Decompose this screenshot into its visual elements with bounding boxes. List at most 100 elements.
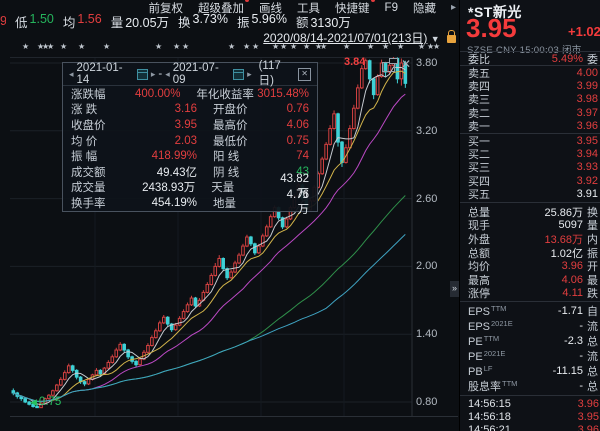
row-value: 3.97: [576, 106, 598, 119]
clipped-stat-text: 9: [0, 14, 6, 28]
range-stats-body: 涨跌幅 400.00% 年化收益率 3015.48% 涨 跌 3.16 开盘价 0.76 收盘价…: [63, 86, 317, 216]
calendar-icon[interactable]: [233, 68, 245, 80]
bid-level-row[interactable]: 买三 3.93: [460, 161, 600, 174]
stat-value: 4.06: [286, 118, 309, 131]
last-price: 3.95: [466, 13, 517, 43]
event-star-icon[interactable]: ★: [182, 42, 190, 51]
menu-item[interactable]: 隐藏: [412, 2, 436, 15]
ask-level-row[interactable]: 卖二 3.97: [460, 106, 600, 120]
event-star-icon[interactable]: ★: [228, 42, 236, 51]
stat-label: 最低价: [213, 135, 248, 148]
event-star-icon[interactable]: ★: [37, 42, 45, 51]
event-star-icon[interactable]: ★: [78, 42, 86, 51]
ask-level-row[interactable]: 卖三 3.98: [460, 93, 600, 106]
tick-trade-row[interactable]: 14:56:21 3.96: [460, 423, 600, 431]
event-star-icon[interactable]: ★: [303, 42, 311, 51]
clipped-column-label: 最: [587, 274, 598, 287]
prev-date-arrow-icon[interactable]: ◂: [69, 68, 74, 79]
weibi-row: 委比 5.49% 委: [460, 52, 600, 66]
ask-level-row[interactable]: 卖四 3.99: [460, 79, 600, 93]
price-change: +1.02: [568, 24, 600, 39]
row-label: 卖五: [468, 67, 490, 80]
event-star-icon[interactable]: ★: [272, 42, 280, 51]
tick-trade-row[interactable]: 14:56:15 3.96: [460, 397, 600, 410]
next-date-arrow-icon[interactable]: ▸: [247, 68, 252, 79]
ma-line-80: [13, 234, 406, 402]
menu-item[interactable]: 画线: [259, 2, 283, 15]
event-star-icon[interactable]: ★: [315, 42, 323, 51]
menu-overflow-icon[interactable]: ▸: [450, 2, 456, 13]
menu-item[interactable]: 超级叠加: [198, 0, 250, 16]
event-star-icon[interactable]: ★: [343, 42, 351, 51]
date-range-selector[interactable]: 2020/08/14-2021/07/01(213日): [263, 31, 428, 45]
candlestick-chart[interactable]: 3.84 ✕ ◀ 0.75 ◂ 2021-01-14 ▸ - ◂ 2021-07-…: [0, 56, 458, 417]
ma-line-10: [13, 70, 406, 402]
stat-value: 418.99%: [151, 150, 197, 163]
tick-trade-row[interactable]: 14:56:18 3.95: [460, 410, 600, 423]
session-stats: 总量 25.86万换现手 5097 量外盘 13.68万内总额 1.02亿振均价 3.96 开…: [460, 205, 600, 301]
stat-label: 换手率: [71, 197, 106, 210]
event-star-icon[interactable]: ★: [243, 42, 251, 51]
label-superscript: TTM: [483, 333, 500, 343]
event-star-icon[interactable]: ★: [397, 42, 405, 51]
range-end-date[interactable]: 2021-07-09: [172, 62, 219, 86]
event-star-icon[interactable]: ★: [60, 42, 68, 51]
stat-value: 3015.48%: [257, 87, 309, 100]
date-range-bar: 2020/08/14-2021/07/01(213日) ▼: [0, 29, 456, 45]
restore-window-icon[interactable]: [382, 58, 398, 72]
event-star-icon[interactable]: ★: [290, 42, 298, 51]
menu-item[interactable]: 快捷键: [335, 0, 375, 16]
menu-item[interactable]: 前复权: [148, 2, 184, 15]
event-star-icon[interactable]: ★: [173, 42, 181, 51]
prev-date-arrow-icon[interactable]: ◂: [165, 68, 170, 79]
ma-line-5: [13, 66, 406, 406]
row-label: EPS2021E: [468, 318, 513, 333]
row-value: 3.91: [576, 188, 598, 201]
session-stat-row: 总额 1.02亿振: [460, 246, 600, 260]
bid-level-row[interactable]: 买一 3.95: [460, 134, 600, 148]
clipped-column-label: 振: [587, 247, 598, 260]
event-star-icon[interactable]: ★: [47, 42, 55, 51]
stat-label: 换: [178, 15, 191, 30]
event-star-icon[interactable]: ★: [155, 42, 163, 51]
range-start-date[interactable]: 2021-01-14: [76, 62, 123, 86]
next-date-arrow-icon[interactable]: ▸: [150, 68, 156, 79]
calendar-icon[interactable]: [137, 68, 148, 80]
quote-panel: *ST新光 3.95 +1.02 SZSE CNY 15:00:03 闭市 委比…: [459, 0, 600, 431]
event-star-icon[interactable]: ★: [103, 42, 111, 51]
event-star-icon[interactable]: ★: [427, 42, 435, 51]
event-star-icon[interactable]: ★: [22, 42, 30, 51]
financial-ratio-row: PE2021E - 流: [460, 348, 600, 363]
quote-stat: 低 1.50: [15, 12, 54, 31]
menu-item[interactable]: F9: [384, 1, 398, 14]
event-star-icon[interactable]: ★: [433, 42, 441, 51]
axis-tick-label: 3.80: [416, 57, 438, 69]
event-star-icon[interactable]: ★: [280, 42, 288, 51]
menu-item[interactable]: 工具: [297, 2, 321, 15]
notification-dot-icon: [245, 0, 250, 2]
financial-ratio-row: EPS2021E - 流: [460, 318, 600, 333]
event-star-icon[interactable]: ★: [42, 42, 50, 51]
popup-close-icon[interactable]: ✕: [298, 67, 311, 81]
menu-bar: 前复权 超级叠加 画线 工具 快捷键 F9 隐藏 ▸: [0, 0, 462, 15]
event-star-icon[interactable]: ★: [367, 42, 375, 51]
bid-level-row[interactable]: 买二 3.94: [460, 147, 600, 161]
ask-level-row[interactable]: 卖一 3.96: [460, 120, 600, 133]
lock-icon[interactable]: [447, 30, 456, 43]
peak-price-label: 3.84: [344, 56, 366, 68]
bid-level-row[interactable]: 买四 3.92: [460, 174, 600, 188]
row-value: -: [579, 319, 583, 332]
event-star-icon[interactable]: ★: [418, 42, 426, 51]
close-icon[interactable]: ✕: [401, 57, 412, 71]
divider: [460, 202, 600, 203]
bid-level-row[interactable]: 买五 3.91: [460, 188, 600, 201]
panel-collapse-handle[interactable]: »: [450, 281, 459, 297]
row-label: 卖一: [468, 121, 490, 134]
chevron-down-icon[interactable]: ▼: [430, 34, 440, 44]
event-star-icon[interactable]: ★: [382, 42, 390, 51]
ask-level-row[interactable]: 卖五 4.00: [460, 66, 600, 80]
event-star-icon[interactable]: ★: [320, 42, 328, 51]
event-star-icon[interactable]: ★: [252, 42, 260, 51]
row-label: 总量: [468, 206, 490, 219]
